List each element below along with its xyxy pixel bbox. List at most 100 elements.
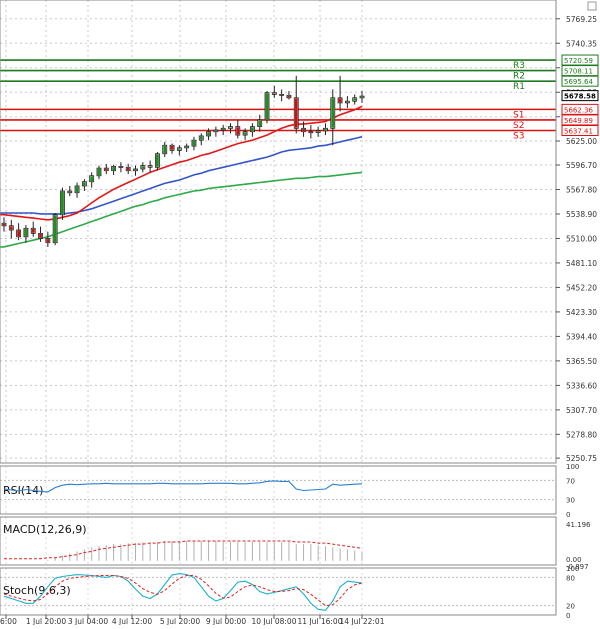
y-tick-label: 5567.80 xyxy=(566,185,597,194)
candle-fill xyxy=(163,145,167,154)
price-panel-frame xyxy=(0,0,557,464)
level-label-s2: S2 xyxy=(513,121,524,131)
candle-fill xyxy=(24,228,28,237)
x-tick-label: 3 Jul 04:00 xyxy=(68,617,108,625)
candle xyxy=(359,91,365,103)
candle-fill xyxy=(112,167,116,171)
candle xyxy=(155,152,160,171)
indicator-frame-1 xyxy=(0,465,557,515)
price-label-box xyxy=(561,54,599,66)
candle xyxy=(125,163,131,175)
candle-fill xyxy=(61,191,64,215)
candle-fill xyxy=(258,120,262,127)
candle xyxy=(147,160,153,173)
y-tick-label: 5278.80 xyxy=(566,430,597,439)
candle-fill xyxy=(2,223,6,226)
candle xyxy=(60,187,65,220)
candle-fill xyxy=(199,136,203,140)
candle xyxy=(220,124,226,136)
y-tick-label: 5250.75 xyxy=(566,454,597,463)
candle xyxy=(337,75,343,112)
candle-fill xyxy=(243,132,247,135)
candle xyxy=(81,179,87,192)
candle xyxy=(242,128,248,141)
indicator-frame-2 xyxy=(0,516,557,566)
candle xyxy=(96,165,102,180)
candle xyxy=(74,182,80,198)
candle xyxy=(264,91,270,124)
x-tick-label: 6:00 xyxy=(0,617,17,625)
y-tick-label: 5423.30 xyxy=(566,308,597,317)
candle xyxy=(118,162,124,173)
level-label-s3: S3 xyxy=(513,132,524,142)
candle xyxy=(23,224,29,243)
candle-fill xyxy=(185,146,189,148)
x-tick-label: 10 Jul 08:00 xyxy=(252,617,297,625)
candle xyxy=(206,128,211,141)
candle-fill xyxy=(331,98,335,128)
candle-fill xyxy=(68,191,72,193)
price-label: 5662.36 xyxy=(564,106,593,114)
ind-y-tick-label: 80 xyxy=(566,574,575,582)
candle-fill xyxy=(309,132,313,133)
candle xyxy=(45,231,51,247)
y-tick-label: 5769.25 xyxy=(566,15,597,24)
candle-fill xyxy=(265,93,269,120)
y-tick-label: 5625.00 xyxy=(566,137,597,146)
candle-fill xyxy=(75,186,79,193)
candle xyxy=(1,217,7,232)
ind-y-tick-label: -0.897 xyxy=(566,563,589,571)
level-label-r1: R1 xyxy=(513,82,525,92)
indicator-3: Stoch(9,6,3) xyxy=(0,573,556,611)
candle-fill xyxy=(302,128,305,132)
candle-fill xyxy=(156,154,159,167)
ma-blue-line xyxy=(0,136,363,215)
candle xyxy=(235,119,241,139)
candle xyxy=(198,133,204,146)
level-label-r2: R2 xyxy=(513,72,525,82)
y-tick-label: 5365.50 xyxy=(566,357,597,366)
candle-fill xyxy=(221,128,225,130)
ind-y-tick-label: 0 xyxy=(566,511,570,519)
candle-fill xyxy=(9,226,13,230)
candle xyxy=(140,162,146,173)
indicator-1: RSI(14) xyxy=(0,479,556,501)
ind-y-tick-label: 100 xyxy=(566,463,579,471)
candle xyxy=(184,143,190,153)
indicator-panels: RSI(14) MACD(12,26,9) Stoch(9,6,3) xyxy=(0,479,556,611)
candle xyxy=(279,89,285,102)
ind-y-tick-label: 0 xyxy=(566,612,570,620)
indicator-name: Stoch(9,6,3) xyxy=(3,584,71,597)
candle xyxy=(228,123,233,134)
candle-fill xyxy=(192,140,196,146)
candle xyxy=(323,123,328,136)
candle-fill xyxy=(119,167,123,168)
candle-fill xyxy=(46,239,50,243)
candle-fill xyxy=(207,132,210,136)
x-tick-label: 9 Jul 00:00 xyxy=(206,617,246,625)
price-label-box xyxy=(561,125,599,137)
candle-fill xyxy=(104,168,108,171)
ind-y-tick-label: 41.196 xyxy=(566,521,591,529)
candle xyxy=(176,145,182,156)
candle-fill xyxy=(170,145,174,150)
stoch-k-line xyxy=(3,573,363,611)
x-tick-label: 4 Jul 12:00 xyxy=(112,617,152,625)
candle xyxy=(344,96,350,108)
candle xyxy=(213,126,219,137)
candle xyxy=(103,163,109,175)
stoch-d-line xyxy=(3,575,363,607)
candle-fill xyxy=(353,98,357,101)
candle xyxy=(67,185,73,197)
candle-fill xyxy=(17,230,21,237)
candle xyxy=(133,165,138,176)
y-tick-label: 5336.60 xyxy=(566,381,597,390)
indicator-frame-3 xyxy=(0,567,557,616)
candle-fill xyxy=(250,127,254,132)
ind-y-tick-label: 70 xyxy=(566,477,575,485)
candle-fill xyxy=(126,167,130,171)
candle xyxy=(162,141,168,158)
macd-signal-line xyxy=(4,540,363,560)
